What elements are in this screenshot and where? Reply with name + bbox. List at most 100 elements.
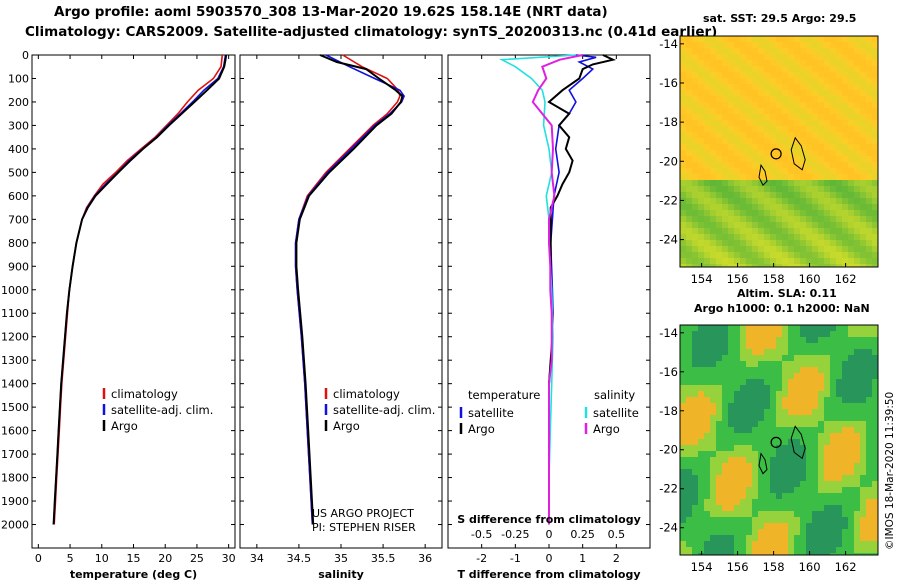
map-cell <box>842 553 848 555</box>
map-cell <box>806 126 812 132</box>
map-cell <box>770 493 776 499</box>
map-cell <box>686 180 692 186</box>
map-cell <box>842 325 848 331</box>
map-cell <box>812 264 818 267</box>
map-cell <box>698 439 704 445</box>
map-cell <box>680 264 686 267</box>
map-cell <box>758 487 764 493</box>
map-cell <box>758 337 764 343</box>
map-cell <box>692 553 698 555</box>
map-cell <box>716 463 722 469</box>
map-cell <box>800 553 806 555</box>
map-cell <box>830 379 836 385</box>
map-cell <box>818 403 824 409</box>
map-cell <box>746 481 752 487</box>
map-cell <box>698 367 704 373</box>
map-cell <box>860 535 866 541</box>
map-cell <box>860 505 866 511</box>
map-cell <box>686 391 692 397</box>
map-cell <box>680 246 686 252</box>
map-cell <box>866 499 872 505</box>
map-cell <box>752 192 758 198</box>
map-cell <box>692 168 698 174</box>
map-cell <box>698 433 704 439</box>
map-cell <box>710 463 716 469</box>
map-cell <box>860 204 866 210</box>
map-cell <box>728 240 734 246</box>
map-cell <box>866 156 872 162</box>
map-cell <box>686 343 692 349</box>
map-cell <box>722 168 728 174</box>
map-cell <box>770 120 776 126</box>
map-cell <box>758 481 764 487</box>
map-cell <box>764 535 770 541</box>
map-cell <box>710 174 716 180</box>
map-cell <box>830 60 836 66</box>
map-cell <box>812 42 818 48</box>
map-cell <box>686 355 692 361</box>
map-cell <box>770 541 776 547</box>
map-cell <box>806 385 812 391</box>
map-cell <box>686 258 692 264</box>
map-cell <box>872 156 878 162</box>
map-cell <box>818 379 824 385</box>
map-cell <box>704 126 710 132</box>
map-cell <box>854 403 860 409</box>
map-cell <box>758 427 764 433</box>
map-cell <box>794 54 800 60</box>
map-cell <box>860 264 866 267</box>
map-cell <box>722 505 728 511</box>
map-cell <box>698 264 704 267</box>
map-cell <box>734 48 740 54</box>
map-cell <box>722 108 728 114</box>
map-cell <box>854 216 860 222</box>
map-cell <box>728 361 734 367</box>
map-cell <box>698 210 704 216</box>
map-cell <box>734 433 740 439</box>
map-cell <box>800 529 806 535</box>
map-cell <box>782 234 788 240</box>
map-cell <box>722 132 728 138</box>
map-cell <box>716 210 722 216</box>
map-cell <box>842 204 848 210</box>
map-cell <box>710 162 716 168</box>
map-cell <box>860 228 866 234</box>
map-cell <box>752 264 758 267</box>
map-cell <box>812 216 818 222</box>
map-cell <box>704 547 710 553</box>
map-cell <box>854 457 860 463</box>
map-cell <box>794 150 800 156</box>
map-cell <box>686 535 692 541</box>
map-cell <box>806 325 812 331</box>
map-cell <box>746 90 752 96</box>
map-cell <box>692 361 698 367</box>
map-cell <box>722 445 728 451</box>
map-cell <box>722 427 728 433</box>
map-cell <box>770 114 776 120</box>
map-cell <box>860 475 866 481</box>
map-cell <box>710 114 716 120</box>
map-cell <box>716 325 722 331</box>
map-cell <box>764 445 770 451</box>
map-cell <box>776 529 782 535</box>
map-cell <box>872 126 878 132</box>
map-cell <box>782 240 788 246</box>
map-cell <box>854 90 860 96</box>
map-cell <box>782 487 788 493</box>
map-cell <box>728 36 734 42</box>
map-cell <box>854 156 860 162</box>
map-cell <box>716 258 722 264</box>
map-cell <box>818 60 824 66</box>
map-cell <box>836 541 842 547</box>
map-cell <box>848 511 854 517</box>
map-cell <box>752 361 758 367</box>
map-cell <box>872 403 878 409</box>
map-cell <box>848 192 854 198</box>
map-cell <box>758 180 764 186</box>
map-cell <box>734 156 740 162</box>
title-line-2: Climatology: CARS2009. Satellite-adjuste… <box>25 24 718 40</box>
map-cell <box>860 216 866 222</box>
map-cell <box>740 174 746 180</box>
map-cell <box>692 343 698 349</box>
map-cell <box>704 48 710 54</box>
